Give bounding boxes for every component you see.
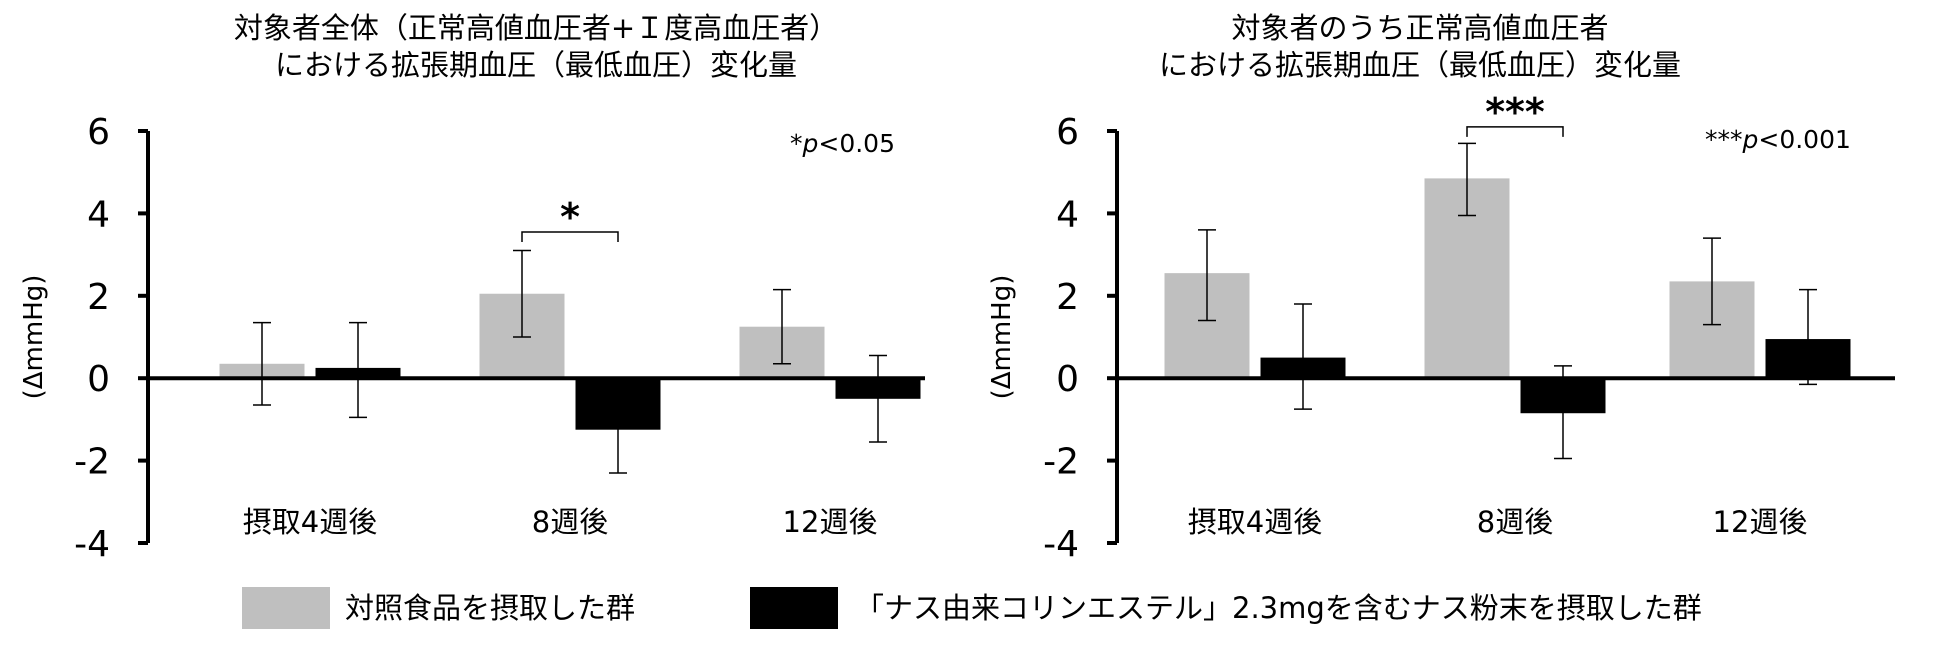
y-tick-label: 0 [1056, 359, 1079, 400]
significance-marker: * [560, 195, 580, 239]
y-tick-label: 2 [1056, 277, 1079, 318]
legend-swatch-2 [750, 587, 838, 629]
legend-swatch-1 [242, 587, 330, 629]
y-tick-label: 2 [87, 277, 110, 318]
legend-label-1: 対照食品を摂取した群 [345, 591, 635, 625]
p-value-threshold: <0.001 [1758, 125, 1851, 154]
chart-title-line: における拡張期血圧（最低血圧）変化量 [275, 48, 797, 82]
category-label: 8週後 [532, 505, 608, 539]
y-tick-label: 4 [1056, 194, 1079, 235]
chart-title-line: 対象者全体（正常高値血圧者+Ｉ度高血圧者） [234, 11, 838, 45]
category-label: 12週後 [783, 505, 878, 539]
chart-panel-1: 対象者全体（正常高値血圧者+Ｉ度高血圧者）における拡張期血圧（最低血圧）変化量 (… [19, 11, 925, 565]
category-label: 12週後 [1713, 505, 1808, 539]
significance-marker: *** [1485, 90, 1545, 134]
y-tick-label: 4 [87, 194, 110, 235]
y-tick-label: -2 [1043, 442, 1079, 483]
y-tick-label: -2 [74, 442, 110, 483]
p-value-note: *p<0.05 [790, 129, 895, 158]
chart-title-line: 対象者のうち正常高値血圧者 [1231, 11, 1608, 45]
y-tick-label: 0 [87, 359, 110, 400]
category-label: 摂取4週後 [243, 505, 377, 539]
category-label: 摂取4週後 [1188, 505, 1322, 539]
y-tick-label: 6 [87, 112, 110, 153]
legend: 対照食品を摂取した群 「ナス由来コリンエステル」2.3mgを含むナス粉末を摂取した… [242, 587, 1702, 629]
y-tick-label: -4 [74, 524, 110, 565]
y-axis-label: (ΔmmHg) [987, 275, 1017, 400]
p-value-asterisks: * [790, 129, 803, 158]
significance-bracket [521, 231, 619, 242]
chart-title-line: における拡張期血圧（最低血圧）変化量 [1159, 48, 1681, 82]
y-axis-label: (ΔmmHg) [19, 275, 49, 400]
p-value-symbol: p [1742, 125, 1759, 154]
y-tick-label: 6 [1056, 112, 1079, 153]
p-value-symbol: p [802, 129, 819, 158]
p-value-note: ***p<0.001 [1705, 125, 1851, 154]
legend-label-2: 「ナス由来コリンエステル」2.3mgを含むナス粉末を摂取した群 [855, 591, 1702, 625]
significance-bracket [1466, 126, 1564, 137]
y-tick-label: -4 [1043, 524, 1079, 565]
category-label: 8週後 [1477, 505, 1553, 539]
p-value-asterisks: *** [1705, 125, 1743, 154]
p-value-threshold: <0.05 [818, 129, 895, 158]
